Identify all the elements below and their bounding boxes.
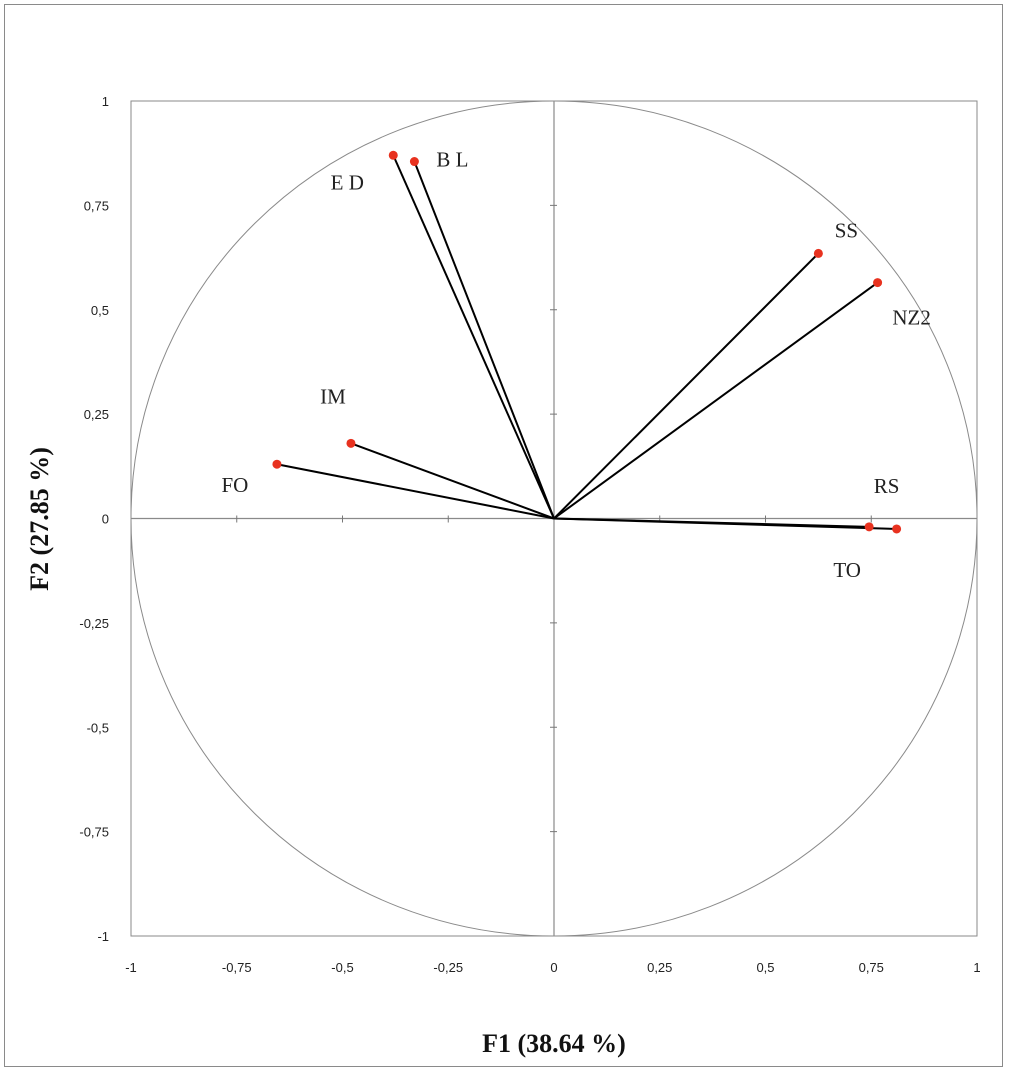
point-ed [388, 150, 398, 160]
y-axis-title: F2 (27.85 %) [25, 447, 54, 591]
vector-im [350, 442, 555, 520]
y-tick-label: 1 [102, 94, 109, 109]
chart-frame [4, 4, 1003, 1067]
y-tick-label: 0,5 [91, 303, 109, 318]
vector-rs [553, 517, 897, 530]
y-tick-label: 0 [102, 512, 109, 527]
y-tick-label: -0,75 [79, 825, 109, 840]
point-to [864, 522, 874, 532]
point-rs [892, 524, 902, 534]
label-fo: FO [222, 473, 249, 497]
point-nz2 [873, 278, 883, 288]
x-tick-label: -0,5 [331, 960, 353, 975]
label-bl: B L [436, 148, 468, 172]
x-tick-label: 0 [550, 960, 557, 975]
label-ed: E D [331, 170, 364, 194]
x-tick-label: 0,5 [756, 960, 774, 975]
y-tick-label: -1 [97, 929, 109, 944]
point-bl [409, 157, 419, 167]
point-fo [272, 459, 282, 469]
vector-fo [276, 463, 555, 520]
x-tick-label: 0,25 [647, 960, 672, 975]
y-tick-label: 0,75 [84, 198, 109, 213]
vector-nz2 [553, 281, 879, 520]
x-tick-label: 0,75 [859, 960, 884, 975]
label-nz2: NZ2 [892, 306, 931, 330]
point-ss [813, 248, 823, 258]
vector-bl [413, 161, 555, 519]
x-axis-title: F1 (38.64 %) [482, 1029, 626, 1058]
x-tick-label: -0,75 [222, 960, 252, 975]
x-tick-label: 1 [973, 960, 980, 975]
label-to: TO [833, 558, 861, 582]
label-im: IM [320, 384, 346, 408]
vector-ss [553, 252, 820, 520]
y-tick-label: -0,5 [87, 720, 109, 735]
label-ss: SS [835, 218, 858, 242]
vector-ed [392, 154, 555, 519]
x-tick-label: -1 [125, 960, 137, 975]
y-tick-label: -0,25 [79, 616, 109, 631]
point-im [346, 438, 356, 448]
x-tick-label: -0,25 [433, 960, 463, 975]
label-rs: RS [874, 474, 900, 498]
y-tick-label: 0,25 [84, 407, 109, 422]
